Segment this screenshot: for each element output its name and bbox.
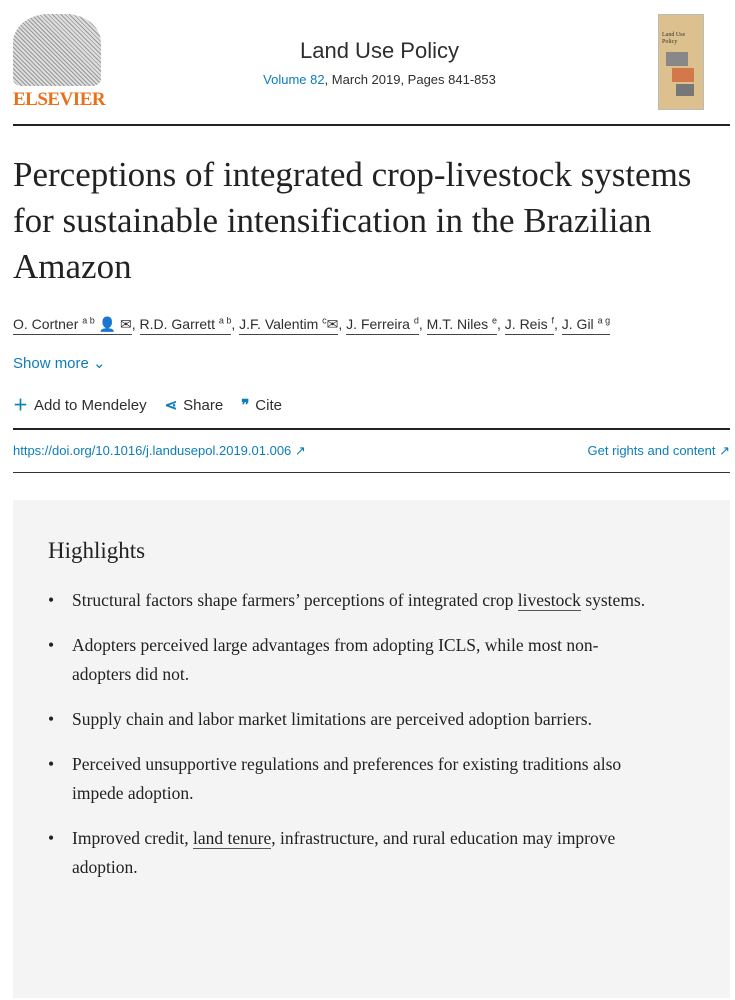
divider (13, 472, 730, 473)
volume-link[interactable]: Volume 82 (263, 71, 325, 87)
highlight-item: Perceived unsupportive regulations and p… (48, 750, 648, 808)
plus-icon: ＋ (13, 397, 29, 414)
elsevier-logo[interactable]: ELSEVIER (13, 14, 106, 110)
show-more-button[interactable]: Show more ⌄ (13, 355, 106, 372)
journal-title[interactable]: Land Use Policy (300, 37, 459, 63)
publisher-name: ELSEVIER (13, 89, 106, 110)
rights-link[interactable]: Get rights and content ↗ (587, 443, 730, 458)
glossary-link[interactable]: livestock (517, 590, 581, 611)
issue-meta: , March 2019, Pages 841-853 (324, 71, 496, 87)
cite-button[interactable]: ❞ Cite (241, 397, 282, 414)
glossary-link[interactable]: land tenure (193, 828, 272, 849)
journal-header: ELSEVIER Land Use Policy Volume 82, Marc… (13, 7, 730, 117)
highlight-item: Improved credit, land tenure, infrastruc… (48, 824, 648, 882)
highlights-heading: Highlights (48, 538, 146, 563)
tree-logo-icon (13, 14, 101, 86)
action-bar: ＋ Add to Mendeley ⋖ Share ❞ Cite (13, 396, 730, 416)
highlight-item: Structural factors shape farmers’ percep… (48, 586, 648, 615)
journal-info: Land Use Policy Volume 82, March 2019, P… (101, 38, 658, 87)
author-link[interactable]: J.F. Valentim c✉ (239, 316, 339, 335)
email-icon: ✉ (326, 316, 339, 332)
article-title: Perceptions of integrated crop-livestock… (13, 155, 692, 286)
author-link[interactable]: J. Reis f (504, 316, 554, 335)
email-icon: ✉ (119, 316, 132, 332)
share-icon: ⋖ (164, 397, 178, 414)
highlight-item: Supply chain and labor market limitation… (48, 705, 648, 734)
cover-title: Land Use Policy (662, 32, 686, 45)
divider (13, 124, 730, 126)
doi-link[interactable]: https://doi.org/10.1016/j.landusepol.201… (13, 443, 306, 458)
author-link[interactable]: O. Cortner a b 👤 ✉ (13, 316, 132, 335)
divider (13, 428, 730, 430)
author-link[interactable]: J. Gil a g (561, 316, 611, 335)
highlight-item: Adopters perceived large advantages from… (48, 631, 648, 689)
external-link-icon: ↗ (719, 443, 730, 458)
journal-cover[interactable]: Land Use Policy (658, 14, 704, 110)
share-button[interactable]: ⋖ Share (164, 397, 224, 414)
author-link[interactable]: R.D. Garrett a b (139, 316, 232, 335)
external-link-icon: ↗ (294, 443, 306, 458)
author-list: O. Cortner a b 👤 ✉, R.D. Garrett a b, J.… (13, 312, 730, 336)
chevron-down-icon: ⌄ (93, 355, 106, 372)
person-icon: 👤 (98, 316, 117, 332)
quote-icon: ❞ (241, 397, 250, 414)
link-row: https://doi.org/10.1016/j.landusepol.201… (13, 430, 730, 472)
add-to-mendeley-button[interactable]: ＋ Add to Mendeley (13, 397, 147, 414)
author-link[interactable]: M.T. Niles e (426, 316, 498, 335)
highlights-section: Highlights Structural factors shape farm… (13, 500, 730, 998)
author-link[interactable]: J. Ferreira d (346, 316, 419, 335)
